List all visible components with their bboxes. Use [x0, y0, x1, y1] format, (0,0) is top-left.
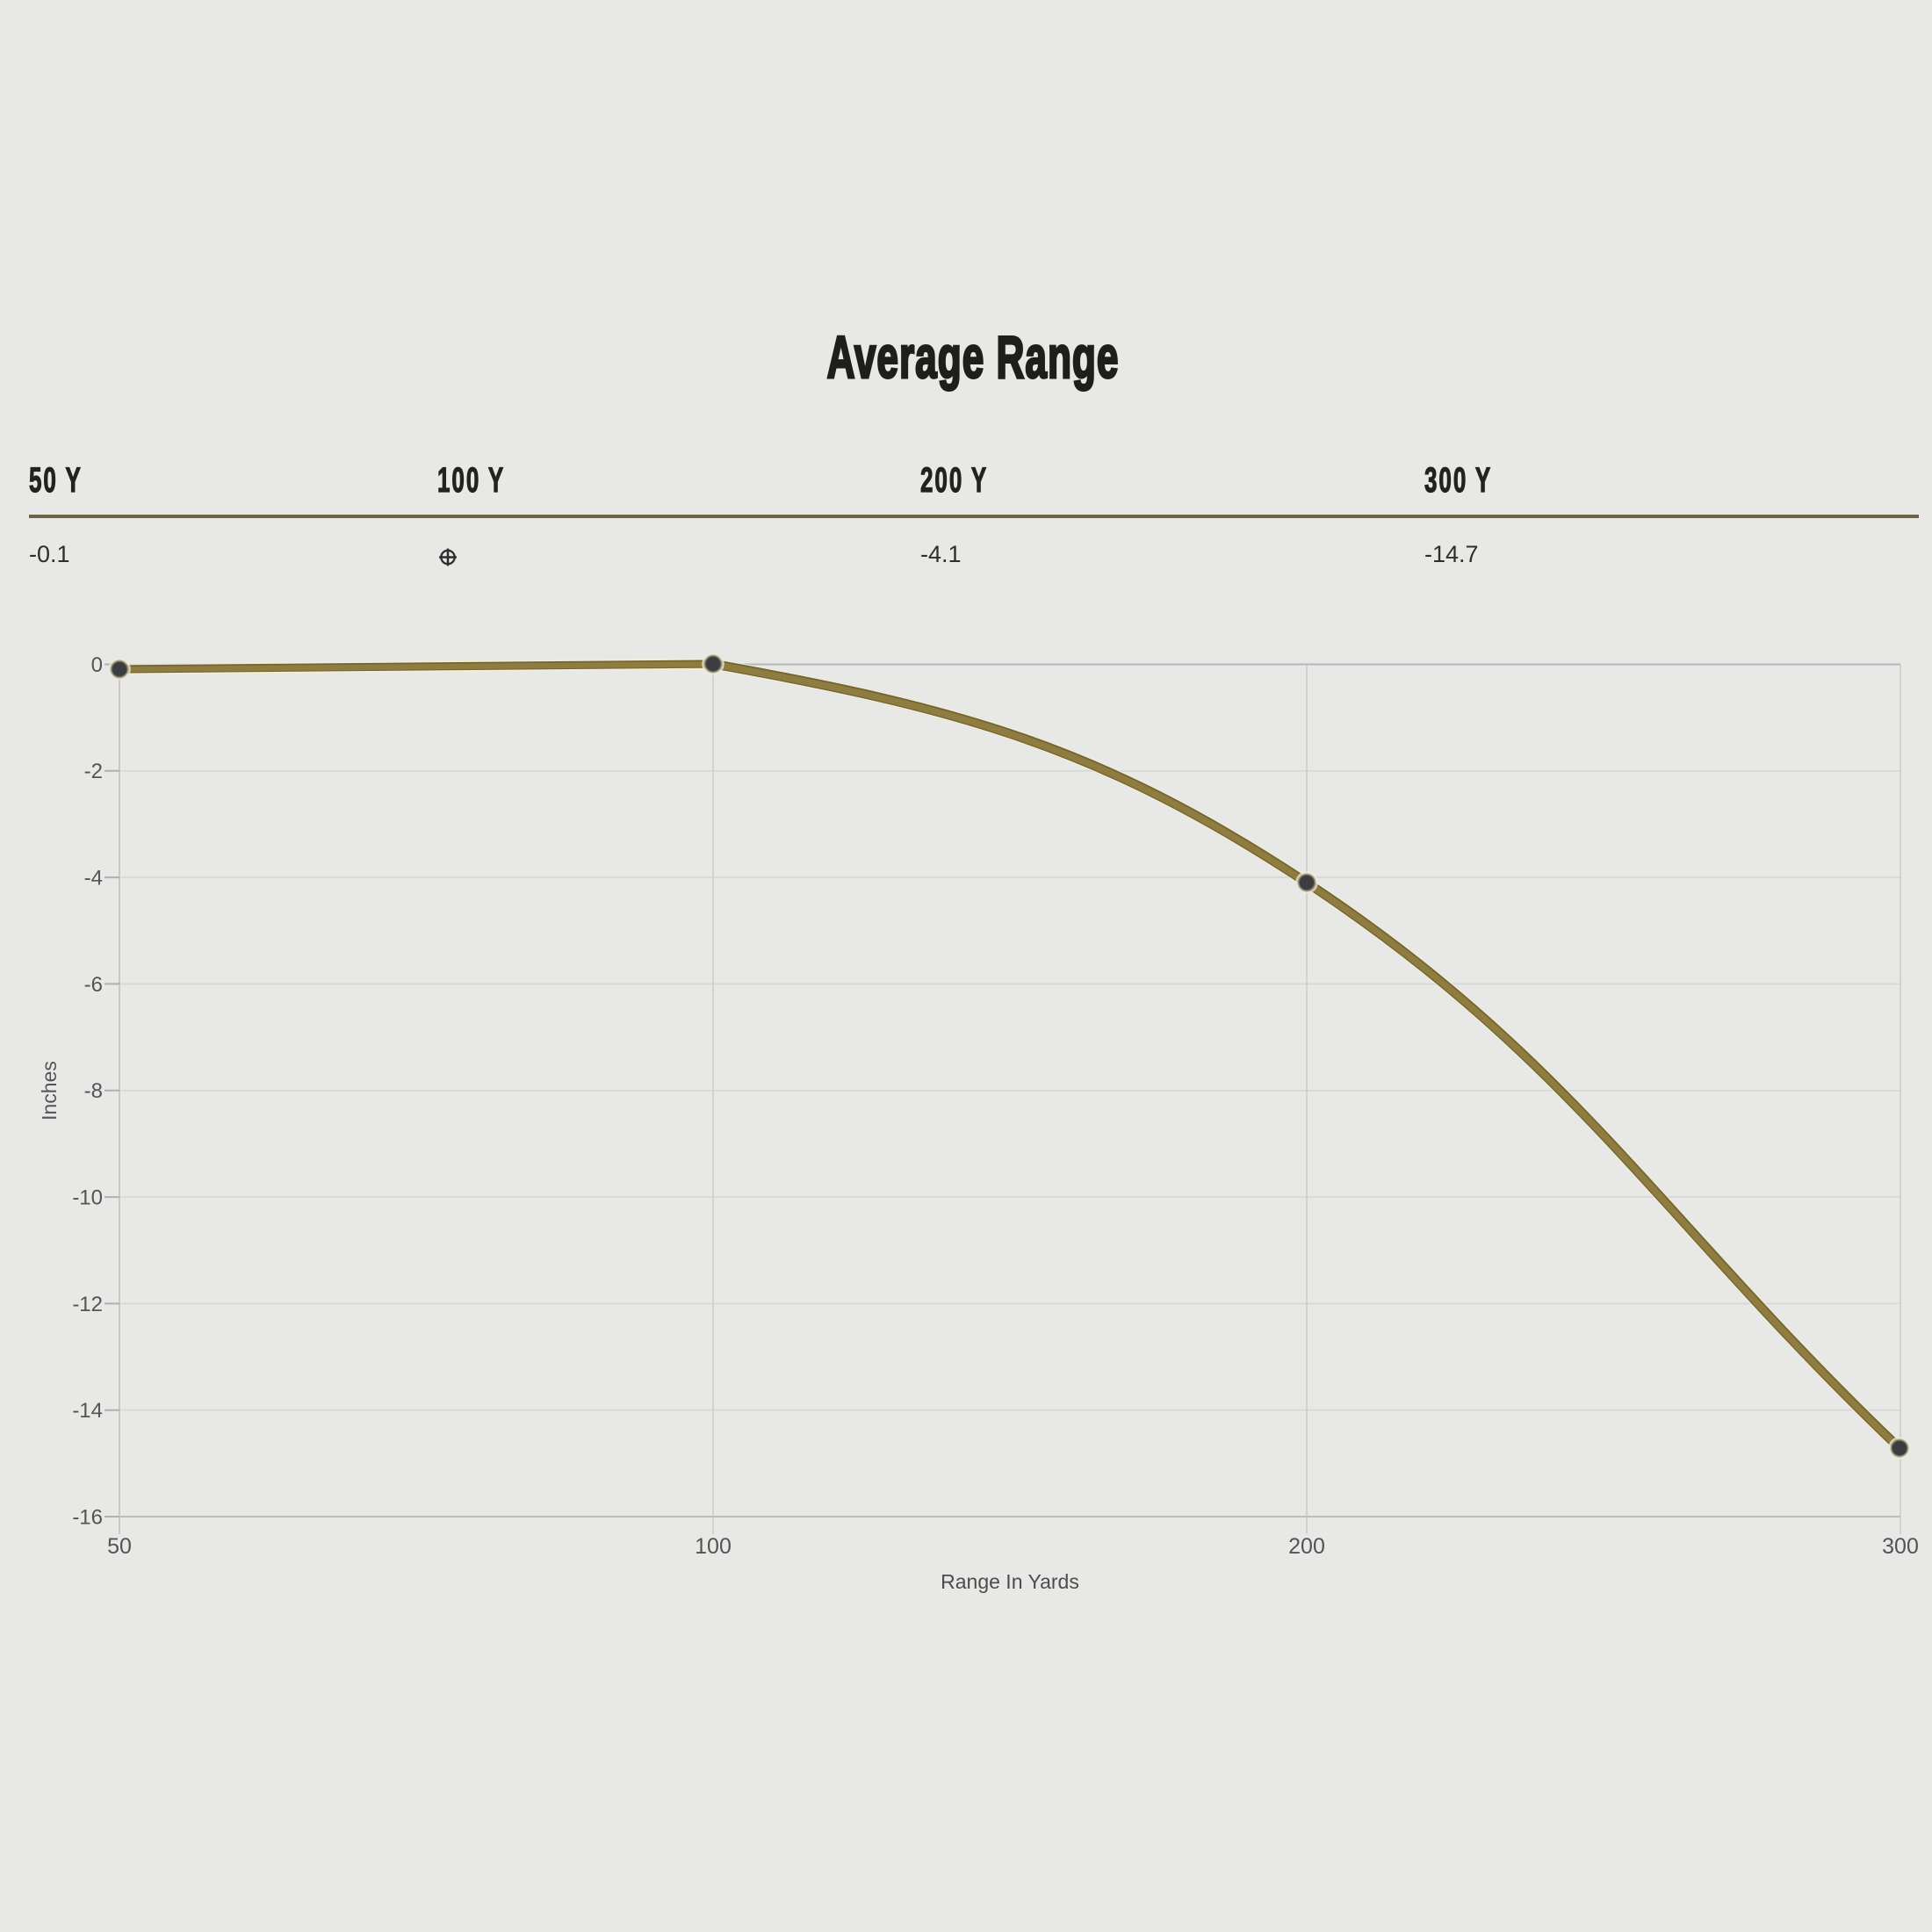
svg-text:0: 0	[91, 653, 103, 677]
svg-text:-12: -12	[72, 1293, 103, 1316]
svg-text:50: 50	[107, 1534, 132, 1559]
svg-text:200: 200	[1288, 1534, 1325, 1559]
svg-text:-2: -2	[84, 760, 103, 783]
svg-text:-8: -8	[84, 1079, 103, 1103]
svg-text:-14: -14	[72, 1399, 103, 1423]
svg-text:-4: -4	[84, 867, 103, 890]
svg-text:-10: -10	[72, 1186, 103, 1210]
svg-text:-6: -6	[84, 973, 103, 997]
svg-text:Range In Yards: Range In Yards	[941, 1570, 1079, 1593]
svg-text:300: 300	[1882, 1534, 1919, 1559]
svg-text:Inches: Inches	[38, 1061, 61, 1121]
svg-text:-16: -16	[72, 1505, 103, 1529]
svg-text:100: 100	[695, 1534, 732, 1559]
